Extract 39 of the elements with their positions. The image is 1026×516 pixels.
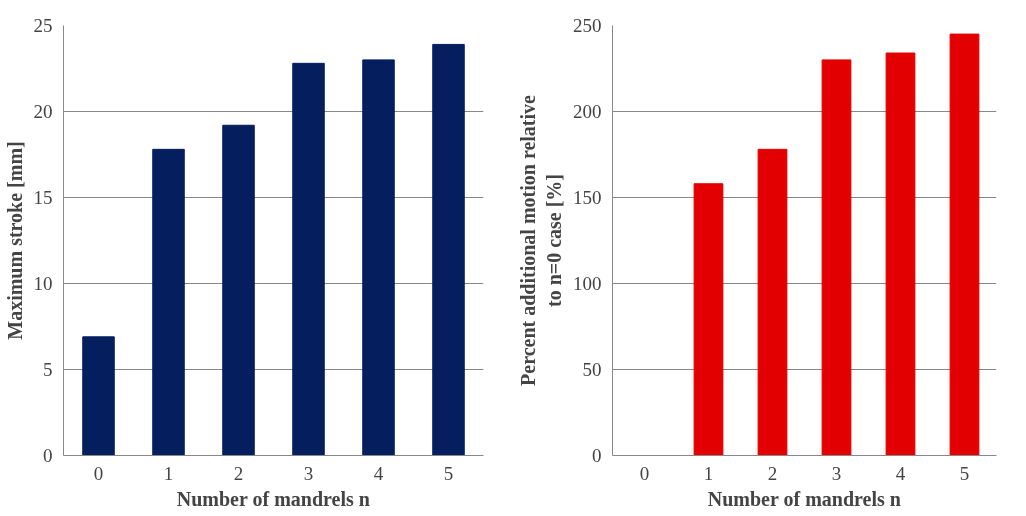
bar — [82, 336, 115, 456]
x-tick-label: 5 — [959, 462, 970, 484]
x-tick-label: 1 — [163, 462, 174, 484]
bar — [152, 148, 185, 456]
x-tick-label: 3 — [831, 462, 842, 484]
y-tick-label: 10 — [33, 273, 53, 294]
bar — [757, 148, 788, 456]
x-axis-title: Number of mandrels n — [707, 487, 901, 510]
bar — [885, 52, 916, 456]
y-tick-label: 100 — [573, 273, 602, 294]
y-tick-label: 150 — [573, 187, 602, 208]
y-tick-label: 15 — [33, 187, 53, 208]
bar — [432, 43, 465, 456]
y-tick-label: 250 — [573, 15, 602, 36]
x-tick-label: 0 — [93, 462, 104, 484]
bar — [222, 124, 255, 456]
x-tick-label: 4 — [895, 462, 906, 484]
y-tick-label: 25 — [33, 15, 53, 36]
x-tick-label: 3 — [303, 462, 314, 484]
y-tick-label: 0 — [592, 445, 602, 466]
y-tick-label: 200 — [573, 101, 602, 122]
x-tick-label: 5 — [443, 462, 454, 484]
x-tick-label: 2 — [233, 462, 244, 484]
bar — [693, 183, 724, 456]
y-tick-label: 20 — [33, 101, 53, 122]
y-tick-label: 0 — [43, 445, 53, 466]
x-tick-label: 0 — [639, 462, 650, 484]
x-axis-title: Number of mandrels n — [176, 487, 370, 510]
y-tick-label: 50 — [582, 359, 602, 380]
bar — [362, 59, 395, 456]
x-tick-label: 1 — [703, 462, 714, 484]
y-axis-title: Percent additional motion relative to n=0 case [%] — [516, 94, 565, 386]
x-tick-label: 4 — [373, 462, 384, 484]
y-axis-title: Maximum stroke [mm] — [3, 141, 26, 340]
bar — [292, 62, 325, 456]
x-tick-label: 2 — [767, 462, 778, 484]
y-tick-label: 5 — [43, 359, 53, 380]
bar — [821, 59, 852, 456]
bar — [949, 33, 980, 456]
